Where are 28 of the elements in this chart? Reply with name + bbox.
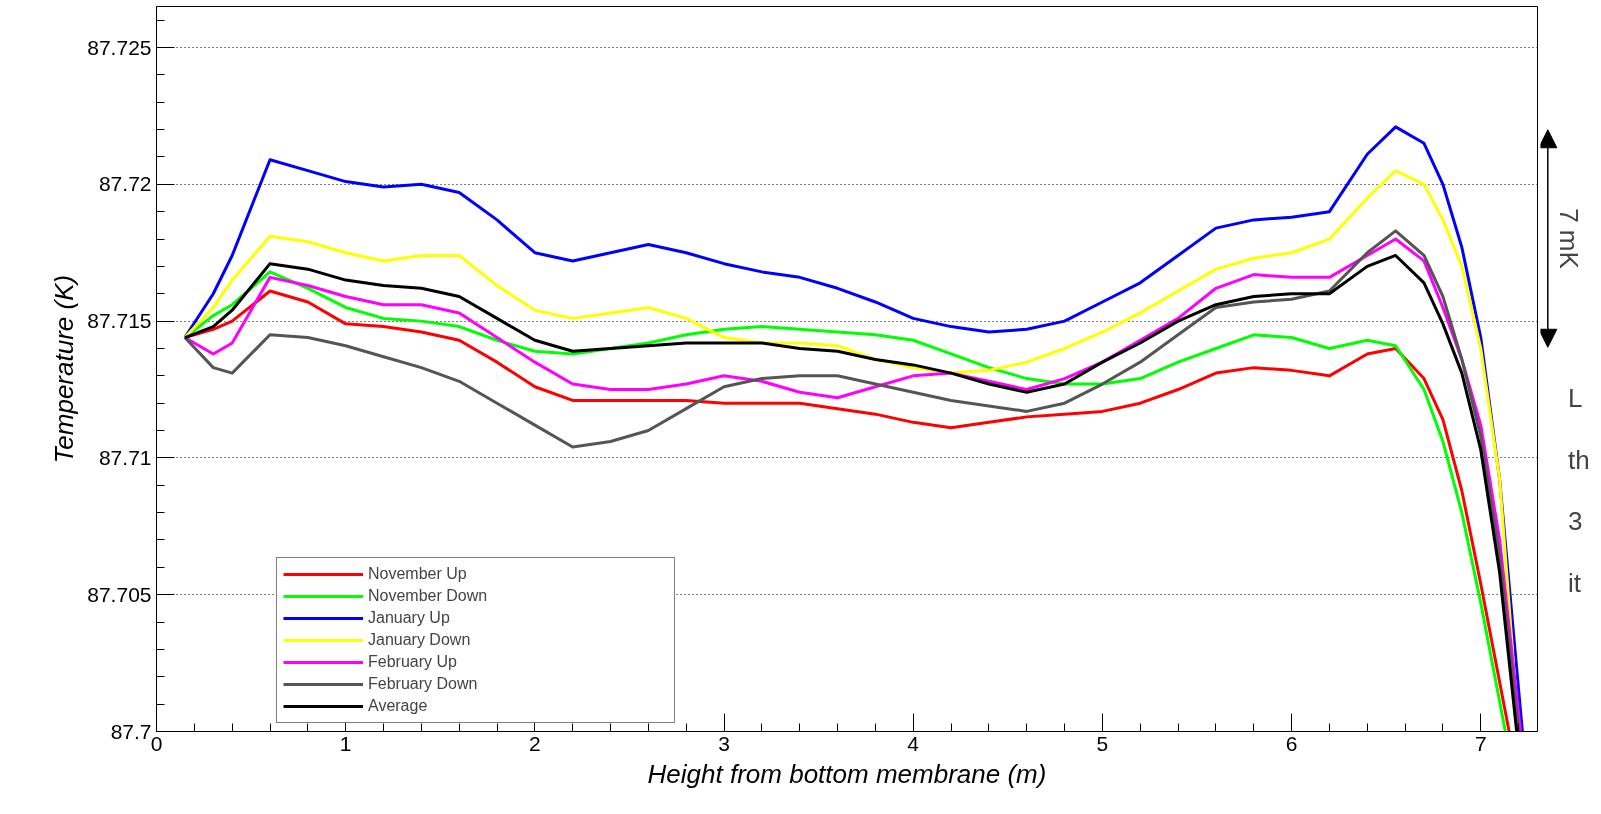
legend-label: January Up xyxy=(368,608,451,628)
x-tick-label: 1 xyxy=(339,731,352,755)
text: 3 xyxy=(1567,506,1583,537)
legend-label: Average xyxy=(368,696,429,716)
legend-label: February Down xyxy=(368,674,479,694)
y-tick-label: 87.705 xyxy=(87,582,152,606)
legend-label: January Down xyxy=(368,630,472,650)
y-tick-label: 87.71 xyxy=(98,445,152,469)
text: L xyxy=(1567,383,1583,413)
y-tick-label: 87.715 xyxy=(87,309,152,333)
x-axis-title: Height from bottom membrane (m) xyxy=(647,758,1047,789)
legend-label: November Up xyxy=(368,564,468,584)
x-tick-label: 0 xyxy=(150,731,163,755)
y-tick-label: 87.725 xyxy=(87,35,152,59)
text: it xyxy=(1567,567,1582,598)
legend-label: February Up xyxy=(368,652,458,672)
x-tick-label: 2 xyxy=(529,731,541,755)
x-tick-label: 4 xyxy=(907,731,920,755)
y-axis-title: Temperature (K) xyxy=(49,274,80,464)
text: th xyxy=(1567,444,1590,475)
x-tick-label: 7 xyxy=(1474,731,1487,755)
y-tick-label: 87.72 xyxy=(98,172,152,196)
x-tick-label: 3 xyxy=(718,731,730,755)
x-tick-label: 6 xyxy=(1285,731,1298,755)
text: 7 mK xyxy=(1553,208,1584,270)
x-tick-label: 5 xyxy=(1096,731,1109,755)
legend-label: November Down xyxy=(368,586,489,606)
y-tick-label: 87.7 xyxy=(110,719,152,743)
